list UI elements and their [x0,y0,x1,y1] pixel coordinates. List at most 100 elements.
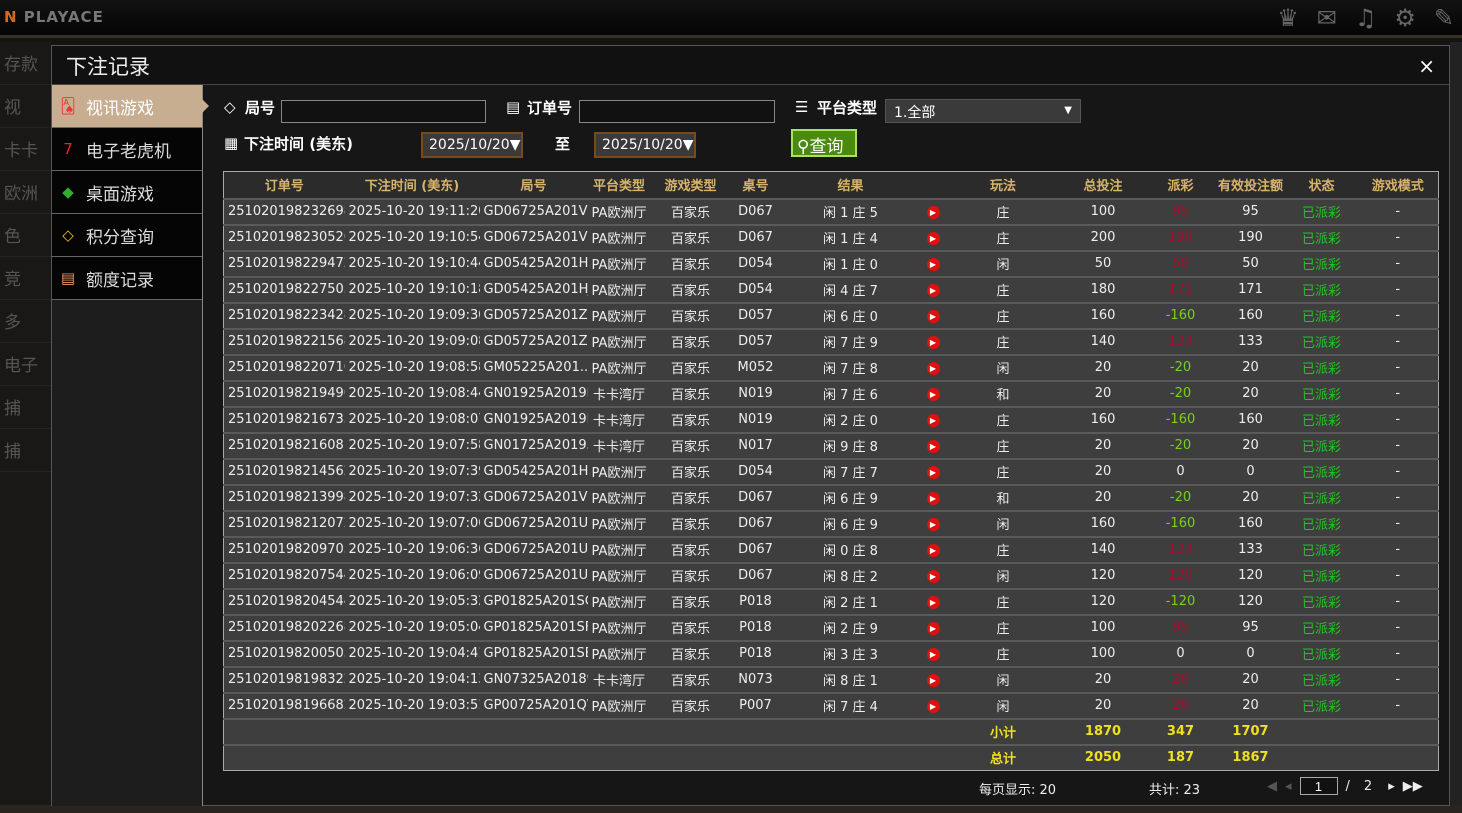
vip-crown-icon[interactable]: ♛ [1277,4,1299,32]
play-replay-icon[interactable]: ▶ [926,596,940,609]
status-cell: 已派彩 [1285,223,1358,251]
order-id-cell: 251020198212072 [223,509,345,537]
platform-cell: PA欧洲厅 [587,249,651,277]
game-type-cell: 百家乐 [650,483,731,511]
result-cell: 闲 7 庄 8 [780,353,921,381]
column-header: 总投注 [1060,171,1146,199]
play-replay-icon[interactable]: ▶ [926,284,940,297]
sidebar-item[interactable]: ▤ 额度记录 [52,257,202,300]
tag-icon: ◇ [224,98,236,116]
play-replay-icon[interactable]: ▶ [926,674,940,687]
gear-icon[interactable]: ⚙ [1394,4,1416,32]
play-replay-icon[interactable]: ▶ [926,648,940,661]
play-replay-icon[interactable]: ▶ [926,206,940,219]
document-icon: ▤ [60,269,76,287]
platform-select[interactable]: 1.全部 ▼ [885,99,1081,123]
status-cell: 已派彩 [1285,691,1358,719]
replay-cell: ▶ [920,327,946,355]
sidebar-item[interactable]: ◆ 桌面游戏 [52,171,202,214]
game-mode-cell: - [1357,483,1439,511]
table-row: 251020198216081 2025-10-20 19:07:58 GN0172… [223,431,1439,459]
sidebar-item-label: 视讯游戏 [86,98,154,119]
play-replay-icon[interactable]: ▶ [926,518,940,531]
date-to-picker[interactable]: 2025/10/20▼ [594,132,696,158]
date-from-picker[interactable]: 2025/10/20▼ [421,132,523,158]
last-page-icon[interactable]: ▶▶ [1402,778,1423,794]
table-id-cell: D067 [730,561,781,589]
close-button[interactable]: × [1418,54,1435,78]
bet-type-cell: 闲 [945,509,1061,537]
sidebar-item[interactable]: ◇ 积分查询 [52,214,202,257]
sidebar-item[interactable]: 🂡 视讯游戏 [52,85,209,128]
table-row: 251020198207544 2025-10-20 19:06:09 GD0672… [223,561,1439,589]
play-replay-icon[interactable]: ▶ [926,310,940,323]
query-button[interactable]: ⚲查询 [791,129,857,157]
replay-cell: ▶ [920,275,946,303]
valid-bet-cell: 133 [1215,535,1286,563]
order-id-cell: 251020198214562 [223,457,345,485]
bet-time-cell: 2025-10-20 19:03:51 [344,691,480,719]
play-replay-icon[interactable]: ▶ [926,258,940,271]
table-header: 订单号 下注时间 (美东) 局号 平台类型 游戏类型 桌号 结果 玩法 总投注 派彩 有效投注额 状态… [223,171,1439,199]
bet-time-cell: 2025-10-20 19:04:13 [344,665,480,693]
payout-cell: 95 [1145,197,1216,225]
music-icon[interactable]: ♫ [1354,4,1377,32]
play-replay-icon[interactable]: ▶ [926,466,940,479]
page-input[interactable] [1299,777,1338,795]
message-icon[interactable]: ✎ [1433,4,1454,32]
page-count: 2 [1363,778,1373,794]
game-type-cell: 百家乐 [650,691,731,719]
play-replay-icon[interactable]: ▶ [926,544,940,557]
status-cell: 已派彩 [1285,379,1358,407]
replay-cell: ▶ [920,197,946,225]
platform-cell: PA欧洲厅 [587,691,651,719]
game-mode-cell: - [1357,639,1439,667]
valid-bet-cell: 120 [1215,587,1286,615]
play-replay-icon[interactable]: ▶ [926,700,940,713]
order-id-cell: 251020198220716 [223,353,345,381]
valid-bet-cell: 160 [1215,301,1286,329]
order-id-cell: 251020198207544 [223,561,345,589]
prev-page-icon[interactable]: ◂ [1285,778,1292,794]
platform-cell: PA欧洲厅 [587,197,651,225]
sidebar-item-label: 电子老虎机 [86,141,171,162]
game-mode-cell: - [1357,301,1439,329]
playing-cards-icon: 🂡 [60,97,76,115]
play-replay-icon[interactable]: ▶ [926,388,940,401]
play-replay-icon[interactable]: ▶ [926,622,940,635]
first-page-icon[interactable]: ◀ [1267,778,1277,794]
round-id-cell: GD06725A201UX [479,561,588,589]
order-input[interactable] [579,100,775,123]
valid-bet-cell: 160 [1215,405,1286,433]
bet-time-cell: 2025-10-20 19:06:36 [344,535,480,563]
round-input[interactable] [281,100,486,123]
next-page-icon[interactable]: ▸ [1388,778,1395,794]
play-replay-icon[interactable]: ▶ [926,336,940,349]
table-row: 251020198221568 2025-10-20 19:09:08 GD0572… [223,327,1439,355]
valid-bet-cell: 190 [1215,223,1286,251]
total-count: 共计: 23 [1149,783,1201,798]
replay-cell: ▶ [920,379,946,407]
table-id-cell: D067 [730,197,781,225]
play-replay-icon[interactable]: ▶ [926,362,940,375]
page-separator: / [1345,778,1350,794]
play-replay-icon[interactable]: ▶ [926,492,940,505]
platform-cell: PA欧洲厅 [587,535,651,563]
valid-bet-cell: 20 [1215,691,1286,719]
replay-cell: ▶ [920,509,946,537]
play-replay-icon[interactable]: ▶ [926,414,940,427]
table-row: 251020198214562 2025-10-20 19:07:39 GD0542… [223,457,1439,485]
play-replay-icon[interactable]: ▶ [926,232,940,245]
play-replay-icon[interactable]: ▶ [926,570,940,583]
round-id-cell: GD05425A201HF [479,457,588,485]
result-cell: 闲 0 庄 8 [780,535,921,563]
platform-value: 1.全部 [894,105,936,121]
bet-time-cell: 2025-10-20 19:08:44 [344,379,480,407]
play-replay-icon[interactable]: ▶ [926,440,940,453]
table-row: 251020198198322 2025-10-20 19:04:13 GN0732… [223,665,1439,693]
sidebar-item[interactable]: 7 电子老虎机 [52,128,202,171]
chat-icon[interactable]: ✉ [1316,4,1337,32]
bet-time-cell: 2025-10-20 19:10:18 [344,275,480,303]
replay-cell: ▶ [920,353,946,381]
replay-cell: ▶ [920,301,946,329]
